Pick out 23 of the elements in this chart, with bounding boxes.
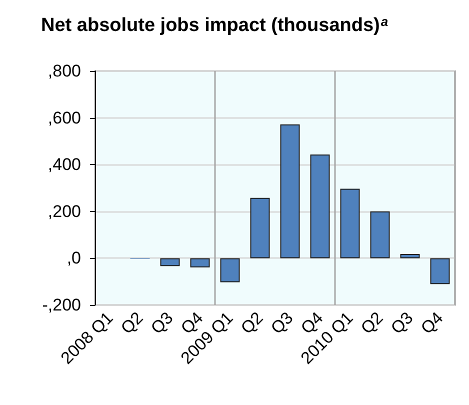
y-tick-label: ,200 [48, 202, 81, 221]
bar [400, 254, 420, 258]
y-tick-label: -,200 [42, 296, 81, 314]
bar [250, 198, 270, 258]
x-tick-label: Q3 [387, 308, 417, 338]
y-tick-label: ,600 [48, 108, 81, 128]
bar [430, 258, 450, 284]
y-tick-label: ,0 [66, 248, 81, 268]
bar [220, 258, 240, 282]
bar [190, 258, 210, 268]
bar [160, 258, 180, 266]
x-tick-label: Q2 [237, 308, 267, 338]
x-tick-label: Q2 [357, 308, 387, 338]
y-tick-label: ,800 [48, 62, 81, 80]
x-tick-label: Q3 [147, 308, 177, 338]
bar [370, 211, 390, 258]
x-tick-label: Q4 [417, 308, 447, 338]
x-tick-label: Q3 [267, 308, 297, 338]
bar [280, 124, 300, 258]
y-tick-label: ,400 [48, 155, 81, 174]
x-tick-label: Q2 [117, 308, 147, 338]
bar [310, 154, 330, 258]
bar [340, 188, 360, 258]
